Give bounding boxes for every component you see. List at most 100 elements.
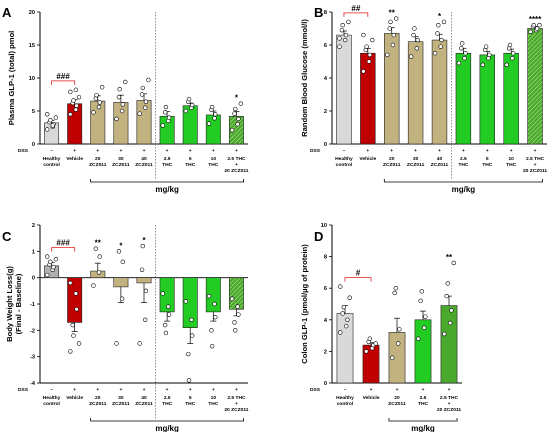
dss-sign: + bbox=[212, 388, 215, 393]
data-point bbox=[459, 46, 464, 51]
y-tick-label: 15 bbox=[29, 43, 35, 49]
dss-sign: + bbox=[212, 149, 215, 154]
data-point bbox=[116, 249, 122, 254]
bar bbox=[431, 39, 448, 145]
data-point bbox=[445, 281, 450, 286]
data-point bbox=[388, 19, 393, 25]
bar bbox=[384, 33, 400, 145]
data-point bbox=[162, 322, 168, 328]
dss-sign: + bbox=[235, 388, 238, 393]
data-point bbox=[390, 42, 396, 48]
category-label: 2.5 THC bbox=[227, 395, 246, 401]
category-label: 20 ZCZ011 bbox=[224, 168, 248, 174]
category-label: + bbox=[235, 402, 238, 407]
data-point bbox=[442, 331, 447, 337]
y-tick-label: -1 bbox=[30, 302, 35, 308]
data-point bbox=[97, 100, 102, 105]
data-point bbox=[441, 19, 447, 25]
dss-sign: + bbox=[486, 149, 489, 154]
y-axis-label-line2: (Final - Baseline) bbox=[14, 273, 23, 334]
y-axis-label: Body Weight Loss(g) bbox=[5, 266, 14, 342]
y-tick-label: 8 bbox=[324, 255, 327, 261]
y-tick-label: 10 bbox=[321, 223, 327, 229]
dss-sign: + bbox=[166, 149, 169, 154]
data-point bbox=[183, 108, 189, 114]
data-point bbox=[507, 42, 513, 48]
data-point bbox=[393, 16, 399, 21]
dss-sign: + bbox=[235, 149, 238, 154]
dss-sign: – bbox=[50, 388, 53, 393]
data-point bbox=[408, 54, 414, 59]
data-point bbox=[94, 92, 99, 98]
data-point bbox=[238, 101, 243, 106]
category-label: 20 bbox=[95, 395, 101, 401]
dss-label: DSS bbox=[18, 148, 29, 154]
category-label: Vehicle bbox=[66, 156, 83, 162]
data-point bbox=[189, 333, 195, 338]
category-label: 20 bbox=[389, 156, 395, 162]
data-point bbox=[439, 37, 444, 43]
category-label: ZCZ011 bbox=[112, 162, 130, 168]
dss-sign: – bbox=[344, 388, 347, 393]
data-point bbox=[114, 341, 119, 346]
category-label: 20 ZCZ011 bbox=[224, 407, 248, 413]
data-point bbox=[337, 36, 342, 41]
bar bbox=[228, 277, 244, 310]
category-label: 30 bbox=[118, 395, 124, 401]
data-point bbox=[390, 355, 395, 360]
bar bbox=[113, 102, 129, 145]
data-point bbox=[45, 272, 50, 278]
category-label: Vehicle bbox=[363, 395, 380, 401]
category-label: ZCZ011 bbox=[112, 401, 130, 407]
category-label: control bbox=[336, 162, 353, 168]
data-point bbox=[163, 104, 169, 110]
category-label: control bbox=[43, 401, 60, 407]
y-tick-label: 1 bbox=[32, 249, 35, 255]
data-point bbox=[70, 322, 75, 328]
data-point bbox=[531, 23, 537, 28]
data-point bbox=[213, 314, 218, 320]
y-tick-label: 4 bbox=[324, 318, 328, 324]
category-label: Healthy bbox=[336, 395, 354, 401]
category-label: + bbox=[235, 163, 238, 168]
category-label: THC bbox=[162, 401, 173, 407]
data-point bbox=[76, 341, 82, 346]
data-point bbox=[68, 89, 73, 95]
data-point bbox=[186, 351, 191, 357]
data-point bbox=[117, 87, 122, 92]
dss-sign: + bbox=[96, 388, 99, 393]
data-point bbox=[139, 267, 145, 272]
dose-bracket bbox=[90, 179, 245, 183]
data-point bbox=[186, 96, 192, 102]
data-point bbox=[45, 254, 50, 259]
bar bbox=[136, 277, 152, 284]
data-point bbox=[189, 102, 195, 108]
category-label: ZCZ011 bbox=[89, 401, 107, 407]
dss-sign: + bbox=[143, 388, 146, 393]
data-point bbox=[96, 270, 102, 275]
category-label: Healthy bbox=[335, 156, 353, 162]
dss-sign: + bbox=[96, 149, 99, 154]
data-point bbox=[73, 291, 79, 296]
data-point bbox=[432, 51, 438, 56]
data-point bbox=[340, 23, 345, 28]
data-point bbox=[212, 301, 217, 307]
data-point bbox=[116, 94, 122, 100]
data-point bbox=[119, 108, 125, 114]
panel-letter: C bbox=[2, 229, 12, 244]
category-label: 2.5 bbox=[420, 395, 427, 401]
data-point bbox=[96, 104, 102, 110]
data-point bbox=[143, 317, 148, 322]
dose-unit-label: mg/kg bbox=[452, 185, 476, 194]
data-point bbox=[143, 288, 149, 294]
comparison-marker: ### bbox=[56, 239, 70, 248]
data-point bbox=[364, 349, 369, 354]
y-tick-label: 2 bbox=[324, 349, 327, 355]
data-point bbox=[341, 304, 346, 310]
y-axis-label: Random Blood Glucose (mmol/l) bbox=[300, 19, 309, 137]
data-point bbox=[397, 327, 402, 332]
data-point bbox=[411, 32, 416, 38]
category-label: THC bbox=[208, 401, 219, 407]
